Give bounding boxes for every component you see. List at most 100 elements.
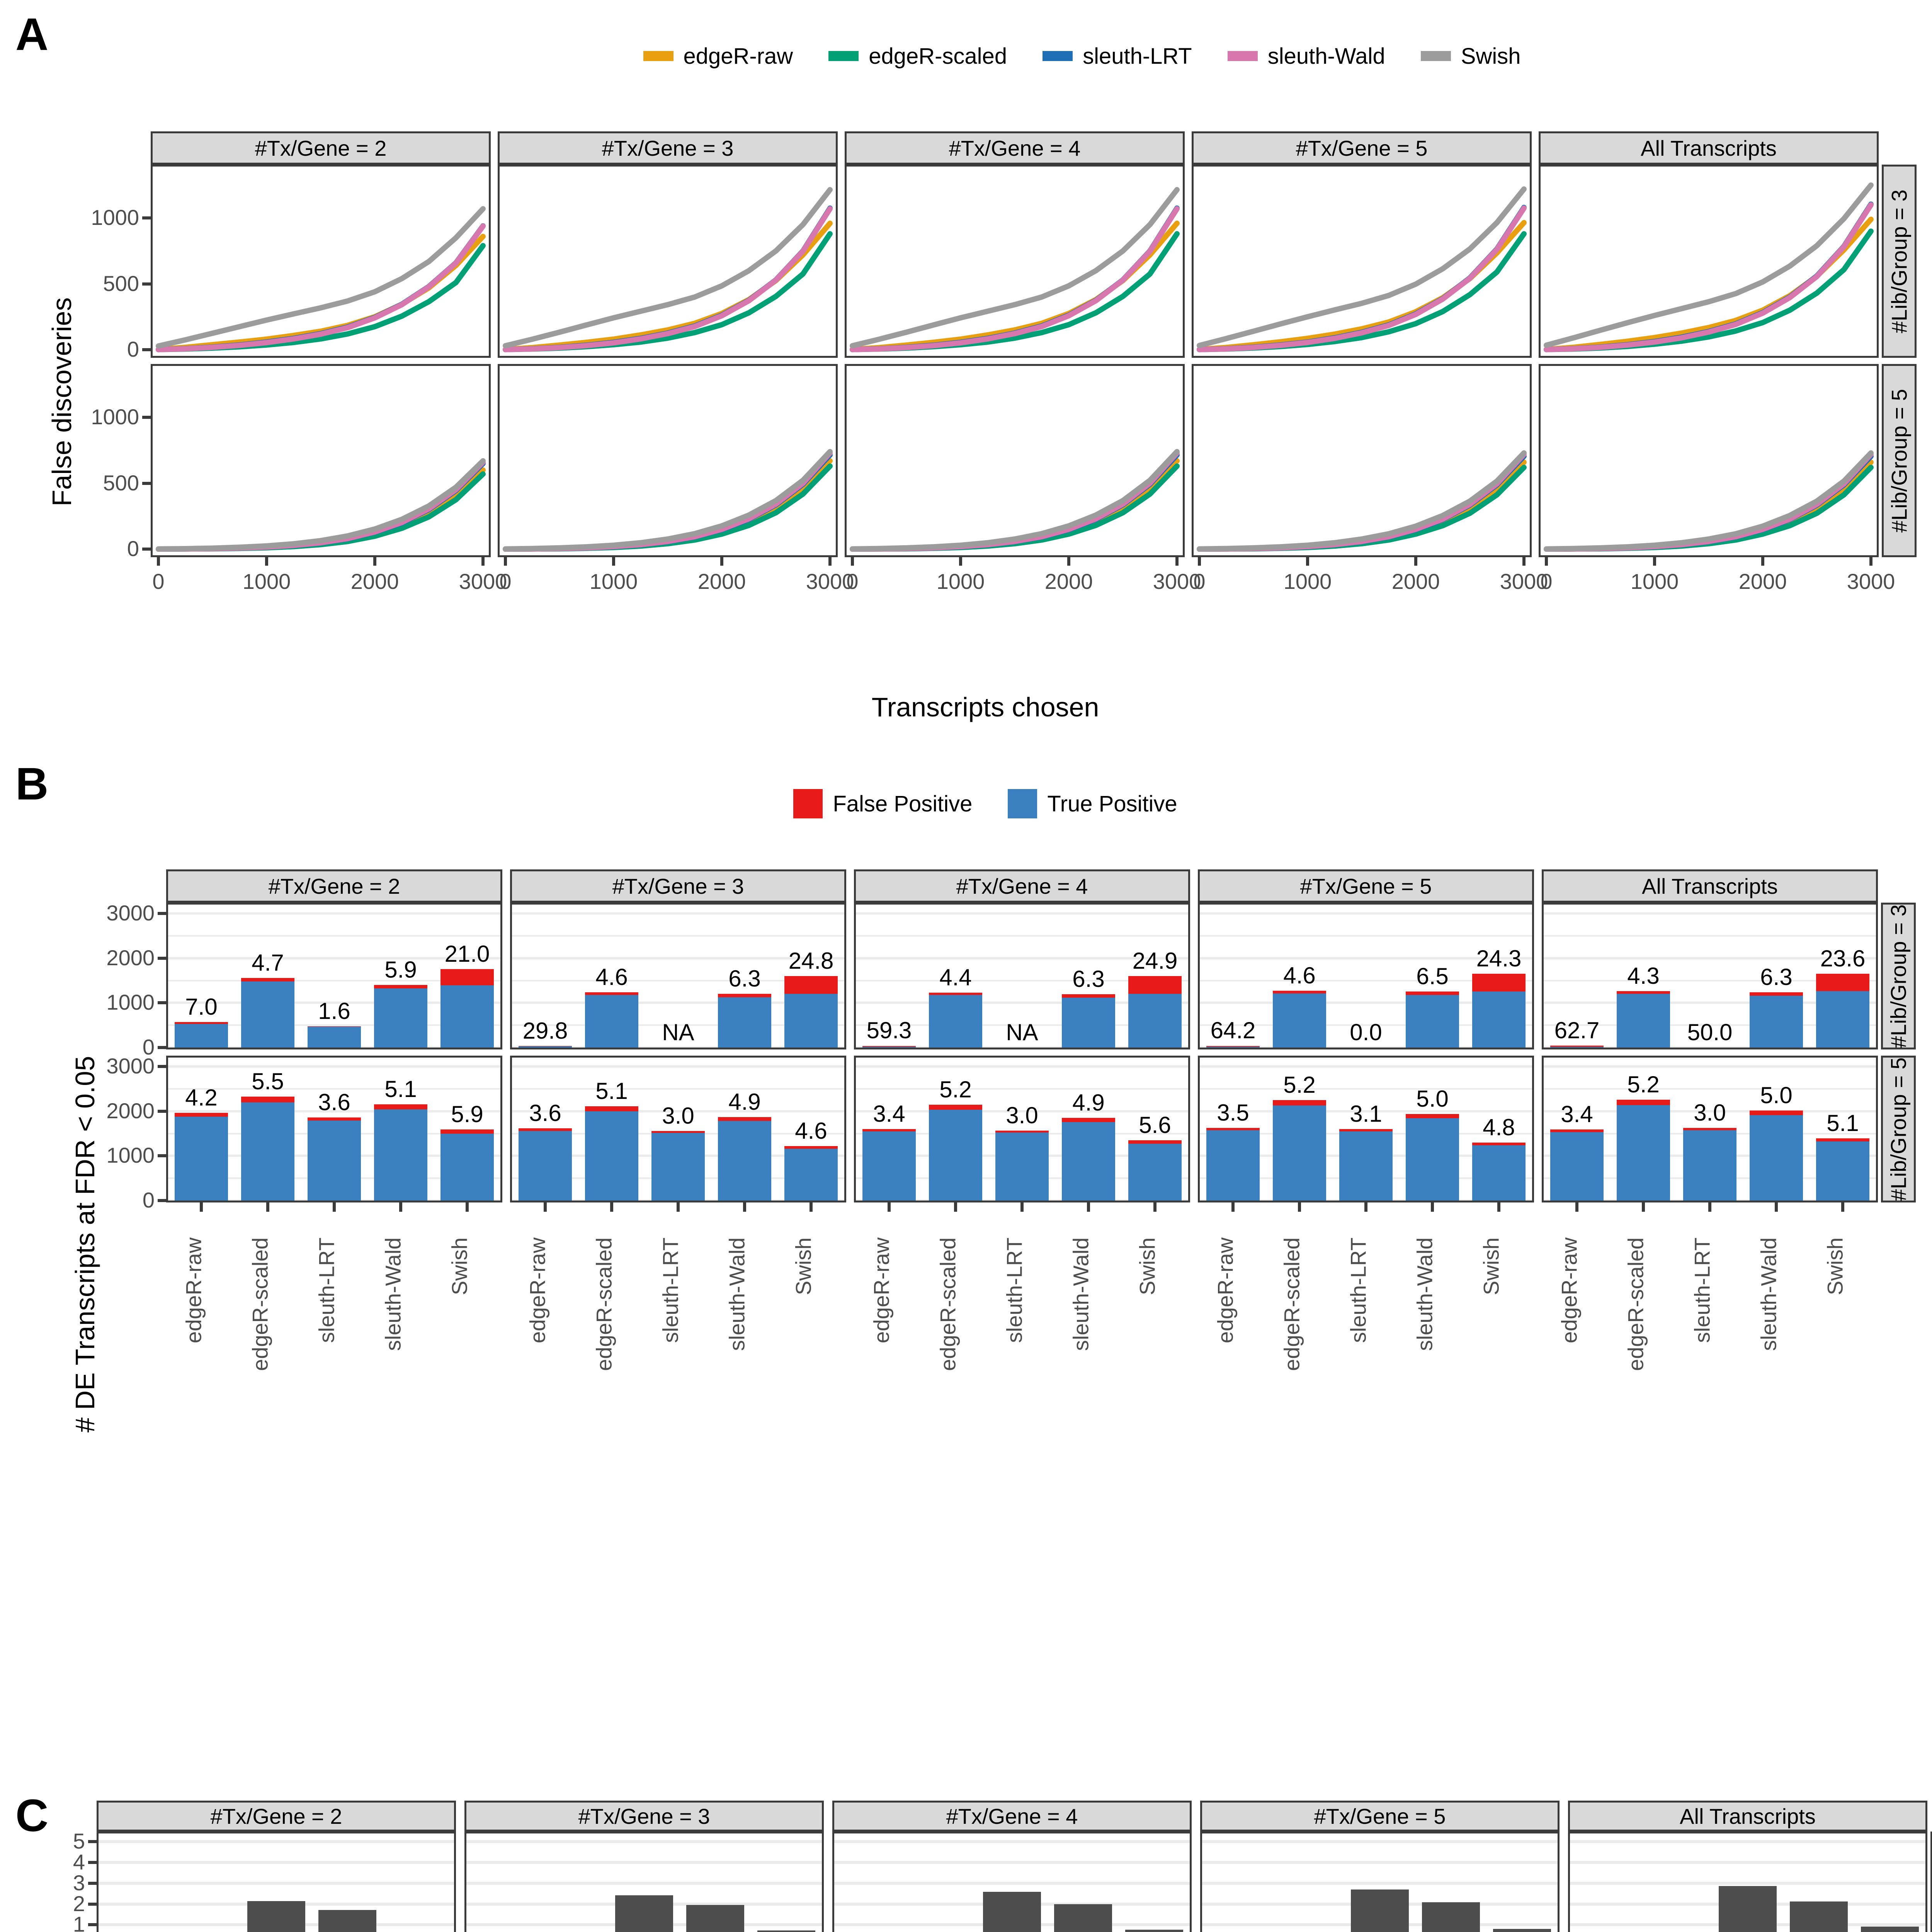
panel-b-bar-false-positive-1-3-1: [1273, 1100, 1326, 1105]
panel-b-xtick-label-2-3: sleuth-Wald: [1068, 1237, 1093, 1351]
panel-b-row-strip-label-1: #Lib/Group = 5: [1886, 1057, 1911, 1201]
panel-a-xtickmark-4-2: [1761, 557, 1764, 566]
panel-a-col-strip-2: #Tx/Gene = 4: [845, 131, 1185, 165]
legend-b-key-1: [1008, 789, 1037, 818]
panel-b-bar-label-0-3-1: 4.6: [1283, 962, 1316, 988]
panel-b-gridline-1-4-2: [1544, 1110, 1876, 1112]
panel-b-xtick-label-3-3: sleuth-Wald: [1412, 1237, 1437, 1351]
legend-a-item-1: edgeR-scaled: [828, 43, 1007, 69]
panel-b-bar-false-positive-1-3-3: [1406, 1114, 1459, 1119]
panel-a-facet-1-0: [151, 364, 491, 557]
panel-b-xtickmark-1-2: [677, 1202, 680, 1212]
panel-b-bar-true-positive-0-3-0: [1206, 1047, 1260, 1048]
panel-c-gridline-0-3-4: [1202, 1861, 1558, 1864]
panel-b-bar-false-positive-0-2-1: [929, 992, 982, 995]
legend-a-key-4: [1420, 51, 1451, 61]
panel-b-minor-gridline-1-1-2: [512, 1088, 844, 1090]
panel-b-row-strip-label-0: #Lib/Group = 3: [1886, 904, 1911, 1048]
panel-b-minor-gridline-0-3-2: [1200, 935, 1532, 937]
panel-a-col-strip-4: All Transcripts: [1539, 131, 1879, 165]
panel-c-ytickmark-0-4: [88, 1861, 97, 1864]
panel-b-col-strip-4: All Transcripts: [1542, 869, 1878, 903]
panel-b-bar-true-positive-0-0-0: [175, 1024, 228, 1048]
legend-a-item-0: edgeR-raw: [643, 43, 793, 69]
panel-a-facet-0-4: [1539, 165, 1879, 358]
panel-b-facet-1-2: 3.4 5.2 3.0 4.9 5.6: [854, 1056, 1190, 1202]
panel-b-ytickmark-0-3: [158, 912, 166, 915]
panel-a-xtickmark-3-3: [1522, 557, 1526, 566]
panel-b-gridline-0-2-0: [856, 1046, 1188, 1048]
panel-b-bar-0-1-1: [585, 992, 638, 1048]
panel-b-xtickmark-0-3: [399, 1202, 402, 1212]
panel-b-xtickmark-4-4: [1841, 1202, 1844, 1212]
panel-b-bar-label-0-4-0: 62.7: [1554, 1017, 1600, 1044]
panel-b-bar-label-1-4-0: 3.4: [1561, 1101, 1593, 1128]
legend-b-item-1: True Positive: [1008, 789, 1177, 818]
panel-b-bar-0-1-0: [519, 1046, 572, 1048]
panel-b-bar-false-positive-0-3-3: [1406, 991, 1459, 995]
panel-c-gridline-0-2-4: [834, 1861, 1190, 1864]
panel-c-gridline-0-0-5: [99, 1840, 454, 1844]
panel-b-bar-label-0-1-2: NA: [662, 1019, 694, 1045]
panel-b-bar-label-1-4-2: 3.0: [1694, 1100, 1726, 1126]
panel-b-bar-label-0-2-3: 6.3: [1072, 966, 1105, 992]
panel-b-bar-false-positive-1-1-0: [519, 1128, 572, 1131]
panel-c-ytick-0-2: 2: [73, 1891, 85, 1916]
panel-b-bar-1-0-0: [175, 1113, 228, 1201]
panel-b-bar-false-positive-0-1-4: [784, 976, 838, 994]
panel-a-xtick-1-1: 1000: [589, 569, 638, 594]
panel-b-gridline-0-1-0: [512, 1046, 844, 1048]
panel-c-facet-0-0: [97, 1832, 456, 1932]
panel-b-ytick-0-0: 0: [142, 1035, 155, 1059]
panel-a-xtick-3-1: 1000: [1283, 569, 1332, 594]
panel-a-xtick-0-3: 3000: [459, 569, 507, 594]
panel-b-col-strip-1: #Tx/Gene = 3: [510, 869, 846, 903]
panel-b-bar-0-2-4: [1128, 976, 1182, 1048]
panel-b-bar-false-positive-0-2-0: [862, 1046, 916, 1047]
panel-b-row-strip-1: #Lib/Group = 5: [1881, 1056, 1916, 1202]
panel-b-bar-true-positive-1-0-2: [308, 1121, 361, 1201]
panel-b-bar-true-positive-1-2-2: [995, 1133, 1049, 1201]
panel-b-xtick-label-4-3: sleuth-Wald: [1756, 1237, 1781, 1351]
panel-b-ytickmark-0-1: [158, 1001, 166, 1005]
panel-b-bar-0-1-4: [784, 976, 838, 1048]
panel-b-bar-label-1-1-2: 3.0: [662, 1102, 694, 1129]
panel-b-bar-true-positive-1-4-3: [1750, 1115, 1803, 1201]
panel-b-bar-false-positive-1-2-0: [862, 1129, 916, 1132]
panel-b-gridline-1-2-2: [856, 1110, 1188, 1112]
panel-c-bar-0-4-3: [1789, 1901, 1848, 1932]
panel-b-xtick-label-2-1: edgeR-scaled: [935, 1237, 960, 1371]
panel-a-ytickmark-1-1: [142, 481, 151, 485]
legend-a-key-3: [1227, 51, 1258, 61]
panel-b-xtick-label-0-3: sleuth-Wald: [381, 1237, 405, 1351]
panel-b-bar-true-positive-1-3-0: [1206, 1130, 1260, 1201]
panel-b-ytickmark-1-1: [158, 1154, 166, 1158]
panel-b-bar-true-positive-1-3-4: [1472, 1145, 1526, 1201]
panel-b-xtickmark-3-0: [1231, 1202, 1235, 1212]
panel-b-bar-label-1-0-4: 5.9: [451, 1101, 483, 1127]
panel-b-bar-label-0-3-0: 64.2: [1210, 1017, 1256, 1044]
panel-b-bar-false-positive-0-1-1: [585, 992, 638, 995]
panel-b-bar-1-3-0: [1206, 1128, 1260, 1201]
panel-b-minor-gridline-1-0-2: [168, 1088, 500, 1090]
legend-b-item-0: False Positive: [793, 789, 972, 818]
panel-b-bar-false-positive-1-2-1: [929, 1105, 982, 1110]
panel-b-facet-1-0: 4.2 5.5 3.6 5.1 5.9: [166, 1056, 502, 1202]
panel-letter-a: A: [15, 9, 49, 60]
panel-a-facet-0-2: [845, 165, 1185, 358]
panel-b-bar-true-positive-1-0-4: [440, 1133, 494, 1201]
panel-c-col-strip-0: #Tx/Gene = 2: [97, 1801, 456, 1832]
panel-b-bar-label-1-1-4: 4.6: [795, 1118, 827, 1144]
panel-b-bar-1-1-0: [519, 1128, 572, 1201]
panel-b-xtick-label-1-2: sleuth-LRT: [658, 1237, 683, 1343]
panel-b-bar-false-positive-1-4-0: [1550, 1129, 1604, 1132]
panel-c-col-strip-4: All Transcripts: [1568, 1801, 1927, 1832]
panel-b-minor-gridline-0-2-2: [856, 935, 1188, 937]
panel-b-bar-true-positive-1-2-0: [862, 1131, 916, 1201]
panel-b-minor-gridline-0-3-0: [1200, 1024, 1532, 1026]
panel-b-xtick-label-3-1: edgeR-scaled: [1279, 1237, 1304, 1371]
panel-b-bar-1-0-4: [440, 1129, 494, 1201]
panel-c-gridline-0-4-5: [1570, 1840, 1925, 1844]
panel-b-bar-false-positive-0-0-1: [241, 978, 294, 981]
panel-b-bar-1-1-4: [784, 1146, 838, 1201]
